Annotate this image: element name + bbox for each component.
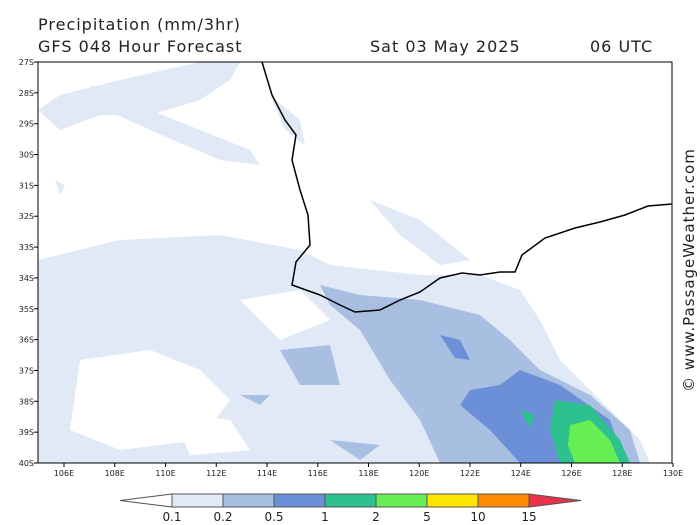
- legend-label: 15: [521, 510, 536, 524]
- lon-label: 120E: [409, 469, 429, 478]
- legend-label: 0.5: [264, 510, 283, 524]
- title: Precipitation (mm/3hr): [38, 15, 241, 34]
- lon-label: 128E: [612, 469, 632, 478]
- lon-label: 112E: [206, 469, 226, 478]
- lon-label: 130E: [663, 469, 683, 478]
- legend-label: 2: [372, 510, 380, 524]
- lon-label: 118E: [358, 469, 378, 478]
- legend-label: 0.1: [162, 510, 181, 524]
- time: 06 UTC: [590, 37, 653, 56]
- lon-label: 122E: [460, 469, 480, 478]
- lat-label: 30S: [19, 151, 34, 160]
- lat-label: 33S: [19, 243, 34, 252]
- legend-label: 5: [423, 510, 431, 524]
- lat-label: 34S: [19, 274, 34, 283]
- legend-swatch: [222, 493, 275, 508]
- lon-label: 108E: [105, 469, 125, 478]
- lon-label: 116E: [308, 469, 328, 478]
- legend-swatch: [477, 493, 530, 508]
- legend-swatch: [324, 493, 377, 508]
- legend: 0.1 0.2 0.5 1 2 5 10 15: [119, 493, 582, 524]
- legend-high: [528, 493, 582, 508]
- legend-label: 10: [470, 510, 485, 524]
- legend-label: 1: [321, 510, 329, 524]
- lat-label: 39S: [19, 428, 34, 437]
- lat-label: 36S: [19, 336, 34, 345]
- coastline: [261, 61, 673, 313]
- lat-label: 32S: [19, 212, 34, 221]
- lon-label: 110E: [155, 469, 175, 478]
- lon-label: 124E: [511, 469, 531, 478]
- lat-label: 27S: [19, 58, 34, 67]
- legend-swatch: [171, 493, 224, 508]
- legend-swatch: [426, 493, 479, 508]
- lon-label: 114E: [257, 469, 277, 478]
- lat-label: 31S: [19, 181, 34, 190]
- legend-swatch: [375, 493, 428, 508]
- lat-label: 40S: [19, 459, 34, 468]
- credit: © www.PassageWeather.com: [680, 148, 698, 392]
- lon-axis: 106E 108E 110E 112E 114E 116E 118E 120E 122E 124E…: [54, 463, 683, 478]
- legend-low: [119, 493, 173, 508]
- rain-white-gaps: [70, 290, 330, 455]
- map: [37, 61, 673, 464]
- subtitle: GFS 048 Hour Forecast: [38, 37, 243, 56]
- lat-label: 29S: [19, 120, 34, 129]
- lon-label: 126E: [561, 469, 581, 478]
- lat-label: 28S: [19, 89, 34, 98]
- legend-swatch: [273, 493, 326, 508]
- lat-label: 35S: [19, 305, 34, 314]
- lat-label: 37S: [19, 366, 34, 375]
- lat-label: 38S: [19, 397, 34, 406]
- legend-label: 0.2: [213, 510, 232, 524]
- lon-label: 106E: [54, 469, 74, 478]
- lat-axis: 27S 28S 29S 30S 31S 32S 33S 34S 35S 36S 37S 38S 39S 4…: [19, 58, 38, 468]
- rain-green: [568, 420, 620, 463]
- date: Sat 03 May 2025: [370, 37, 521, 56]
